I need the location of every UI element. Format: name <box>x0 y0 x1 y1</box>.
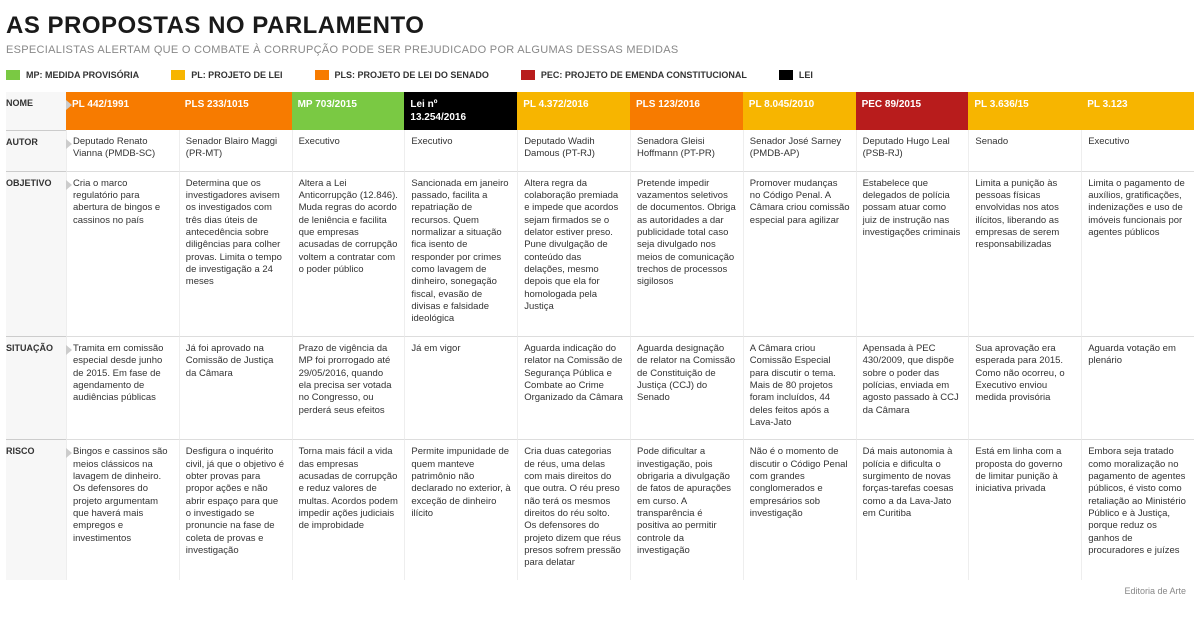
row-label: AUTOR <box>6 130 66 171</box>
table-cell: A Câmara criou Comissão Especial para di… <box>743 336 856 439</box>
table-cell: Sancionada em janeiro passado, facilita … <box>404 171 517 336</box>
legend-label: PEC: PROJETO DE EMENDA CONSTITUCIONAL <box>541 70 747 80</box>
legend-swatch <box>171 70 185 80</box>
table-cell: Cria o marco regulatório para abertura d… <box>66 171 179 336</box>
column-header: PLS 123/2016 <box>630 92 743 130</box>
legend-label: LEI <box>799 70 813 80</box>
table-cell: Altera regra da colaboração premiada e i… <box>517 171 630 336</box>
table-cell: Pretende impedir vazamentos seletivos de… <box>630 171 743 336</box>
table-cell: Bingos e cassinos são meios clássicos na… <box>66 439 179 579</box>
arrow-icon <box>66 448 72 458</box>
arrow-icon <box>66 345 72 355</box>
table-cell: Dá mais autonomia à polícia e dificulta … <box>856 439 969 579</box>
table-cell: Já em vigor <box>404 336 517 439</box>
table-cell: Permite impunidade de quem manteve patri… <box>404 439 517 579</box>
column-header: PL 442/1991 <box>66 92 179 130</box>
table-cell: Determina que os investigadores avisem o… <box>179 171 292 336</box>
table-cell: Cria duas categorias de réus, uma delas … <box>517 439 630 579</box>
column-header: MP 703/2015 <box>292 92 405 130</box>
table-cell: Limita o pagamento de auxílios, gratific… <box>1081 171 1194 336</box>
legend-item: PL: PROJETO DE LEI <box>171 70 282 80</box>
arrow-icon <box>66 180 72 190</box>
table-cell: Desfigura o inquérito civil, já que o ob… <box>179 439 292 579</box>
table-cell: Altera a Lei Anticorrupção (12.846). Mud… <box>292 171 405 336</box>
column-header: PL 3.636/15 <box>968 92 1081 130</box>
legend-item: LEI <box>779 70 813 80</box>
arrow-icon <box>66 100 72 110</box>
legend-swatch <box>6 70 20 80</box>
table-cell: Limita a punição às pessoas físicas envo… <box>968 171 1081 336</box>
proposals-table: NOMEPL 442/1991PLS 233/1015MP 703/2015Le… <box>6 92 1194 580</box>
table-cell: Senador Blairo Maggi (PR-MT) <box>179 130 292 171</box>
column-header: PL 4.372/2016 <box>517 92 630 130</box>
row-label: RISCO <box>6 439 66 579</box>
table-cell: Estabelece que delegados de polícia poss… <box>856 171 969 336</box>
table-cell: Executivo <box>1081 130 1194 171</box>
row-label: NOME <box>6 92 66 130</box>
table-cell: Deputado Hugo Leal (PSB-RJ) <box>856 130 969 171</box>
table-cell: Pode dificultar a investigação, pois obr… <box>630 439 743 579</box>
table-cell: Deputado Renato Vianna (PMDB-SC) <box>66 130 179 171</box>
column-header: PL 3.123 <box>1081 92 1194 130</box>
table-cell: Apensada à PEC 430/2009, que dispõe sobr… <box>856 336 969 439</box>
table-cell: Tramita em comissão especial desde junho… <box>66 336 179 439</box>
column-header: PLS 233/1015 <box>179 92 292 130</box>
legend-swatch <box>315 70 329 80</box>
arrow-icon <box>66 139 72 149</box>
column-header: Lei nº 13.254/2016 <box>404 92 517 130</box>
legend-label: PL: PROJETO DE LEI <box>191 70 282 80</box>
legend: MP: MEDIDA PROVISÓRIA PL: PROJETO DE LEI P… <box>6 70 1194 80</box>
table-cell: Executivo <box>292 130 405 171</box>
table-cell: Senadora Gleisi Hoffmann (PT-PR) <box>630 130 743 171</box>
table-cell: Senador José Sarney (PMDB-AP) <box>743 130 856 171</box>
row-label: SITUAÇÃO <box>6 336 66 439</box>
table-cell: Promover mudanças no Código Penal. A Câm… <box>743 171 856 336</box>
table-cell: Sua aprovação era esperada para 2015. Co… <box>968 336 1081 439</box>
table-cell: Está em linha com a proposta do governo … <box>968 439 1081 579</box>
table-cell: Torna mais fácil a vida das empresas acu… <box>292 439 405 579</box>
legend-swatch <box>779 70 793 80</box>
table-cell: Executivo <box>404 130 517 171</box>
table-cell: Prazo de vigência da MP foi prorrogado a… <box>292 336 405 439</box>
legend-label: MP: MEDIDA PROVISÓRIA <box>26 70 139 80</box>
table-cell: Aguarda designação de relator na Comissã… <box>630 336 743 439</box>
row-label: OBJETIVO <box>6 171 66 336</box>
legend-item: MP: MEDIDA PROVISÓRIA <box>6 70 139 80</box>
table-cell: Aguarda votação em plenário <box>1081 336 1194 439</box>
credit: Editoria de Arte <box>6 586 1194 596</box>
column-header: PEC 89/2015 <box>856 92 969 130</box>
table-cell: Embora seja tratado como moralização no … <box>1081 439 1194 579</box>
page-subtitle: ESPECIALISTAS ALERTAM QUE O COMBATE À CO… <box>6 44 1194 56</box>
table-cell: Aguarda indicação do relator na Comissão… <box>517 336 630 439</box>
legend-label: PLS: PROJETO DE LEI DO SENADO <box>335 70 489 80</box>
table-cell: Já foi aprovado na Comissão de Justiça d… <box>179 336 292 439</box>
legend-item: PLS: PROJETO DE LEI DO SENADO <box>315 70 489 80</box>
legend-item: PEC: PROJETO DE EMENDA CONSTITUCIONAL <box>521 70 747 80</box>
page-title: AS PROPOSTAS NO PARLAMENTO <box>6 12 1194 40</box>
table-cell: Não é o momento de discutir o Código Pen… <box>743 439 856 579</box>
table-cell: Senado <box>968 130 1081 171</box>
column-header: PL 8.045/2010 <box>743 92 856 130</box>
table-cell: Deputado Wadih Damous (PT-RJ) <box>517 130 630 171</box>
legend-swatch <box>521 70 535 80</box>
